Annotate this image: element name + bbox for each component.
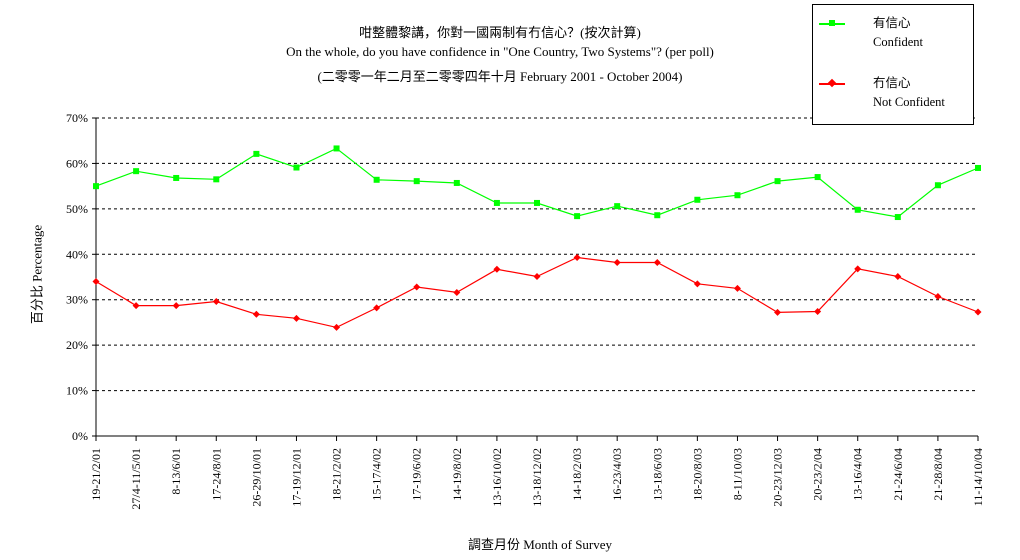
data-point-not-confident [573,253,581,261]
y-tick-label: 20% [66,338,88,352]
data-point-not-confident [854,265,862,273]
data-point-confident [734,192,741,199]
data-point-confident [213,176,220,183]
data-point-confident [453,179,460,186]
y-tick-labels: 0% 10% 20% 30% 40% 50% 60% 70% [66,111,88,443]
x-tick-label: 21-28/8/04 [931,448,945,501]
chart-subtitle-date-range: (二零零一年二月至二零零四年十月 February 2001 - October… [317,69,683,84]
data-point-not-confident [814,308,822,316]
x-tick-label: 8-13/6/01 [169,448,183,495]
x-tick-label: 15-17/4/02 [370,448,384,501]
data-point-confident [534,199,540,206]
series-line-confident [95,147,979,218]
data-point-confident [173,174,180,181]
data-point-confident [774,178,781,185]
x-tick-label: 18-21/2/02 [330,448,344,501]
y-tick-label: 70% [66,111,88,125]
legend: 有信心 Confident 冇信心 Not Confident [812,4,974,125]
data-point-confident [413,178,420,185]
data-point-confident [93,183,99,190]
x-tick-label: 16-23/4/03 [610,448,624,501]
data-point-confident [293,164,300,171]
x-tick-label: 21-24/6/04 [891,448,905,501]
data-point-not-confident [292,314,300,322]
data-point-confident [253,150,260,157]
data-point-confident [934,182,941,189]
data-point-confident [574,213,581,220]
data-point-confident [975,164,981,171]
data-point-confident [333,145,340,152]
data-point-not-confident [413,283,421,291]
axes [92,117,979,441]
legend-swatch-not-confident [819,78,845,88]
data-point-not-confident [252,310,260,318]
y-axis-label: 百分比 Percentage [29,224,45,325]
x-tick-label: 17-19/6/02 [410,448,424,501]
data-point-not-confident [774,308,782,316]
y-tick-label: 40% [66,247,88,261]
data-point-not-confident [894,273,902,281]
legend-label-not-confident-zh: 冇信心 [873,76,911,90]
data-point-not-confident [533,273,541,281]
x-tick-label: 8-11/10/03 [730,448,744,500]
chart-subtitle: On the whole, do you have confidence in … [286,44,714,59]
data-point-confident [894,214,901,221]
series-line-not-confident [95,256,979,329]
x-tick-label: 14-19/8/02 [450,448,464,501]
data-point-confident [614,203,621,210]
x-tick-label: 13-16/10/02 [490,448,504,507]
data-point-not-confident [453,288,461,296]
data-point-not-confident [613,258,621,266]
legend-label-confident-zh: 有信心 [873,16,911,30]
legend-label-confident-en: Confident [873,35,923,49]
x-tick-label: 18-20/8/03 [690,448,704,501]
gridlines [96,117,978,392]
y-tick-label: 0% [72,429,88,443]
y-tick-label: 10% [66,384,88,398]
data-point-not-confident [132,302,140,310]
x-tick-label: 26-29/10/01 [249,448,263,507]
x-tick-label: 13-16/4/04 [851,448,865,501]
x-tick-label: 20-23/12/03 [771,448,785,507]
x-tick-label: 20-23/2/04 [811,448,825,501]
data-point-not-confident [172,302,180,310]
y-tick-label: 30% [66,293,88,307]
data-point-confident [854,206,861,213]
data-point-confident [373,176,380,183]
legend-label-not-confident-en: Not Confident [873,95,945,109]
x-tick-label: 13-18/6/03 [650,448,664,501]
x-tick-label: 13-18/12/02 [530,448,544,507]
y-tick-label: 50% [66,202,88,216]
data-point-confident [493,199,500,206]
data-point-not-confident [333,323,341,331]
data-point-not-confident [373,304,381,312]
data-point-not-confident [733,284,741,292]
data-point-not-confident [934,293,942,301]
x-tick-label: 14-18/2/03 [570,448,584,501]
chart-title: 咁整體黎講，你對一國兩制有冇信心？(按次計算) [359,25,641,40]
x-tick-label: 27/4-11/5/01 [129,448,143,510]
x-tick-label: 17-24/8/01 [209,448,223,501]
series [92,145,982,331]
data-point-not-confident [92,278,100,286]
data-point-confident [814,174,821,181]
data-point-not-confident [653,258,661,266]
x-axis-label: 調查月份 Month of Survey [467,537,613,552]
data-point-confident [694,196,701,203]
x-tick-label: 17-19/12/01 [289,448,303,507]
y-tick-label: 60% [66,156,88,170]
data-point-not-confident [974,308,982,316]
x-tick-label: 11-14/10/04 [971,448,985,506]
legend-swatch-confident [819,20,845,26]
data-point-confident [133,168,140,175]
data-point-not-confident [493,265,501,273]
x-tick-label: 19-21/2/01 [89,448,103,501]
x-tick-labels: 19-21/2/01 27/4-11/5/01 8-13/6/01 17-24/8/0… [89,448,985,510]
data-point-confident [654,212,661,219]
data-point-not-confident [212,298,220,306]
data-point-not-confident [693,280,701,288]
